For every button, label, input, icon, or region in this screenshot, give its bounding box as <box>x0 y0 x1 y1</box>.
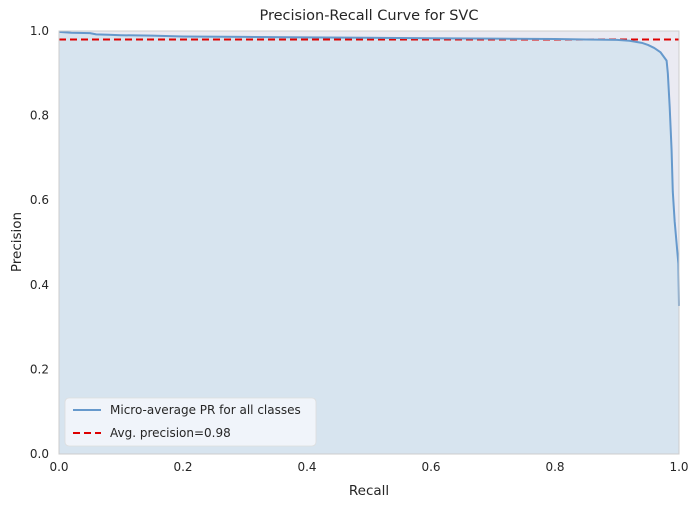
legend: Micro-average PR for all classes Avg. pr… <box>64 397 317 447</box>
y-tick-label: 0.6 <box>30 193 49 207</box>
legend-label-micro-average: Micro-average PR for all classes <box>110 403 301 417</box>
x-tick-label: 0.4 <box>297 460 316 474</box>
y-axis-title: Precision <box>9 212 25 272</box>
chart-title: Precision-Recall Curve for SVC <box>260 8 479 24</box>
pr-curve-area <box>59 31 679 454</box>
legend-box <box>64 397 317 447</box>
x-tick-label: 1.0 <box>669 460 688 474</box>
y-tick-label: 1.0 <box>30 24 49 38</box>
series-layer <box>58 30 680 454</box>
x-tick-label: 0.0 <box>49 460 68 474</box>
x-tick-label: 0.6 <box>421 460 440 474</box>
legend-label-avg-precision: Avg. precision=0.98 <box>110 426 231 440</box>
y-tick-label: 0.8 <box>30 109 49 123</box>
x-tick-label: 0.2 <box>173 460 192 474</box>
ticks-layer: 0.0 0.2 0.4 0.6 0.8 1.0 0.0 0.2 0.4 0.6 0.8 1.0 <box>30 24 689 474</box>
plot-frame <box>58 30 680 455</box>
y-tick-label: 0.0 <box>30 447 49 461</box>
x-tick-label: 0.8 <box>545 460 564 474</box>
y-tick-label: 0.2 <box>30 362 49 376</box>
x-axis-title: Recall <box>349 483 389 499</box>
y-tick-label: 0.4 <box>30 278 49 292</box>
pr-curve-line <box>58 30 680 306</box>
